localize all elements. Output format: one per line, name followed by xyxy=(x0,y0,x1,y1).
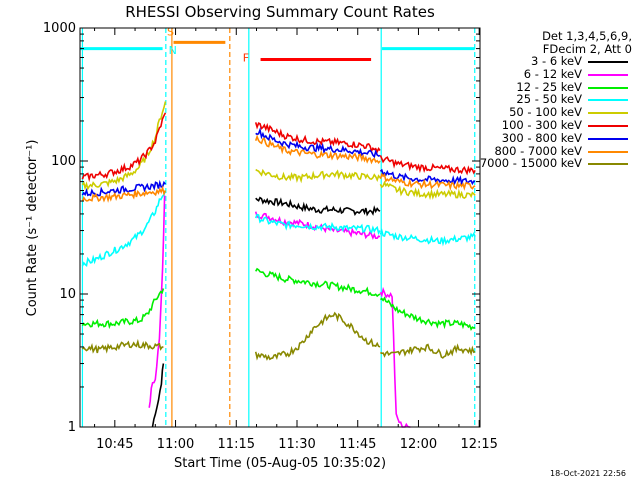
event-marker-label: N xyxy=(169,44,177,57)
legend-header-line: Det 1,3,4,5,6,9, xyxy=(542,29,632,43)
series-line xyxy=(254,213,381,236)
series-line xyxy=(255,168,381,184)
series-group xyxy=(81,311,476,361)
legend-swatch xyxy=(588,61,628,63)
x-axis-label: Start Time (05-Aug-05 10:35:02) xyxy=(174,456,386,471)
x-tick-label: 12:00 xyxy=(400,437,437,452)
legend-item-label: 800 - 7000 keV xyxy=(494,143,582,158)
legend-header-line: FDecim 2, Att 0 xyxy=(542,41,632,56)
y-tick-label: 10 xyxy=(59,287,76,302)
event-marker-label: S xyxy=(167,25,174,38)
legend-swatch xyxy=(588,86,628,89)
plot-frame xyxy=(79,27,481,428)
series-group xyxy=(81,267,476,331)
series-line xyxy=(81,185,167,203)
y-axis: 1 10 100 1000 xyxy=(43,21,480,435)
legend-swatch xyxy=(588,99,628,102)
x-tick-label: 11:45 xyxy=(339,437,376,452)
series-line xyxy=(379,286,411,428)
x-tick-label: 11:30 xyxy=(278,437,315,452)
legend-item: 6 - 12 keV xyxy=(440,66,640,81)
legend-item-label: 100 - 300 keV xyxy=(501,117,582,132)
legend: 3 - 6 keV 6 - 12 keV 12 - 25 keV 25 - 50 ke… xyxy=(440,55,640,170)
x-axis: 10:45 11:00 11:15 11:30 11:45 12:00 12:15 xyxy=(94,28,498,452)
series-line xyxy=(379,154,476,176)
legend-item-label: 3 - 6 keV xyxy=(531,54,582,68)
series-line xyxy=(255,127,381,159)
series-line xyxy=(81,190,167,267)
series-line xyxy=(148,195,166,408)
timestamp-footer: 18-Oct-2021 22:56 xyxy=(550,469,626,478)
series-line xyxy=(81,112,167,183)
series-line xyxy=(379,228,476,247)
legend-item: 12 - 25 keV xyxy=(440,79,640,94)
series-line xyxy=(379,172,476,191)
series-line xyxy=(379,296,476,331)
series-line xyxy=(254,134,381,165)
legend-item-label: 7000 - 15000 keV xyxy=(479,156,582,171)
series-line xyxy=(254,122,381,154)
chart-title: RHESSI Observing Summary Count Rates xyxy=(125,3,435,21)
series-line xyxy=(380,343,476,359)
legend-swatch xyxy=(588,73,628,76)
plot-area: SN F xyxy=(80,25,476,428)
series-line xyxy=(379,168,476,186)
legend-item: 25 - 50 keV xyxy=(440,93,640,106)
series-group xyxy=(151,196,381,428)
legend-item: 300 - 800 keV xyxy=(440,130,640,145)
y-tick-label: 1 xyxy=(68,420,76,435)
y-tick-label: 1000 xyxy=(43,21,76,36)
x-tick-label: 12:15 xyxy=(460,437,497,452)
series-line xyxy=(254,311,381,361)
legend-swatch xyxy=(588,163,628,166)
series-line xyxy=(255,196,381,217)
x-tick-label: 11:00 xyxy=(157,437,194,452)
y-tick-label: 100 xyxy=(51,154,76,169)
legend-item-label: 300 - 800 keV xyxy=(501,130,582,145)
series-line xyxy=(255,267,381,298)
legend-item: 3 - 6 keV xyxy=(440,55,640,68)
series-group xyxy=(81,127,476,198)
series-group xyxy=(81,134,476,203)
legend-item: 7000 - 15000 keV xyxy=(440,157,640,170)
legend-item-label: 25 - 50 keV xyxy=(516,92,582,107)
legend-item-label: 6 - 12 keV xyxy=(523,66,582,81)
event-marker-label: F xyxy=(243,51,249,64)
legend-swatch xyxy=(588,137,628,140)
legend-item-label: 12 - 25 keV xyxy=(516,79,582,94)
legend-header: Det 1,3,4,5,6,9, FDecim 2, Att 0 xyxy=(432,30,632,55)
legend-item: 100 - 300 keV xyxy=(440,119,640,132)
x-tick-label: 10:45 xyxy=(96,437,133,452)
legend-swatch xyxy=(588,124,628,127)
legend-swatch xyxy=(588,150,628,153)
series-line xyxy=(151,363,165,428)
series-line xyxy=(379,180,476,201)
series-group xyxy=(81,101,476,201)
series-group xyxy=(81,112,476,183)
legend-item-label: 50 - 100 keV xyxy=(509,105,582,120)
legend-swatch xyxy=(588,112,628,115)
series-line xyxy=(81,288,165,330)
legend-item: 50 - 100 keV xyxy=(440,106,640,119)
legend-item: 800 - 7000 keV xyxy=(440,143,640,158)
series-group xyxy=(148,195,411,428)
x-tick-label: 11:15 xyxy=(218,437,255,452)
series-group xyxy=(81,190,476,267)
series-line xyxy=(81,338,164,354)
y-axis-label: Count Rate (s⁻¹ detector⁻¹) xyxy=(25,140,40,317)
